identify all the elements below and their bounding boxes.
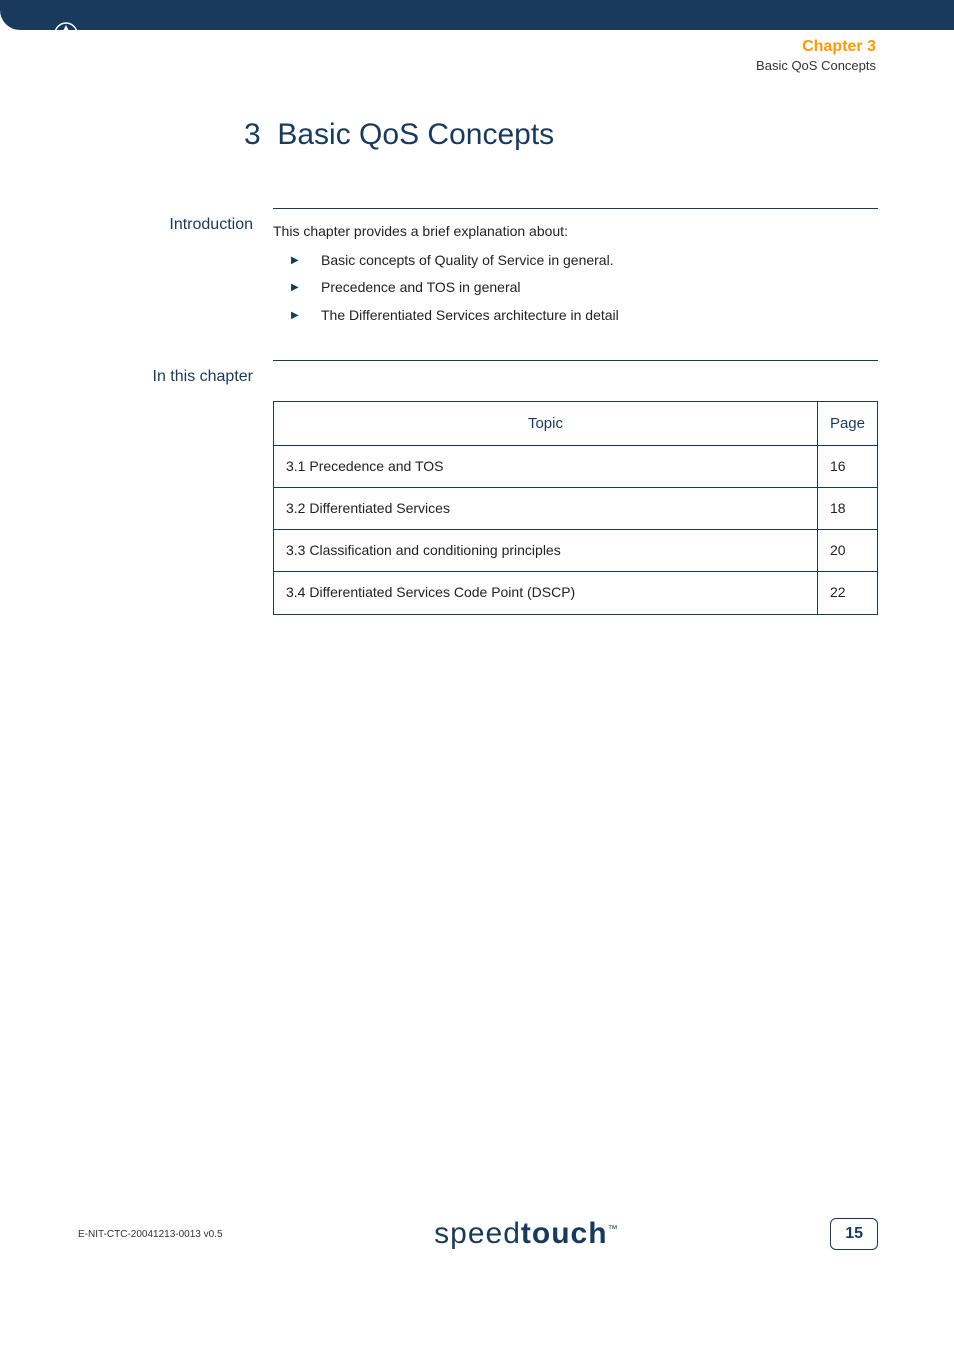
footer-brand-bold: touch xyxy=(521,1217,608,1250)
toc-topic: 3.4 Differentiated Services Code Point (… xyxy=(274,572,818,614)
chapter-title-text: Basic QoS Concepts xyxy=(277,118,554,151)
toc-page: 20 xyxy=(817,530,877,572)
intro-bullet-list: Basic concepts of Quality of Service in … xyxy=(273,248,878,328)
footer-page-number: 15 xyxy=(830,1218,878,1250)
chapter-subtitle: Basic QoS Concepts xyxy=(756,58,876,73)
toc-col-topic: Topic xyxy=(274,401,818,445)
toc-content: Topic Page 3.1 Precedence and TOS 16 3.2… xyxy=(273,360,878,615)
toc-page: 16 xyxy=(817,445,877,487)
toc-label: In this chapter xyxy=(78,360,273,615)
toc-topic: 3.2 Differentiated Services xyxy=(274,487,818,529)
page-footer: E-NIT-CTC-20041213-0013 v0.5 speedtouch™… xyxy=(78,1217,878,1251)
footer-brand-tm: ™ xyxy=(608,1224,619,1235)
intro-label: Introduction xyxy=(78,208,273,330)
toc-header-row: Topic Page xyxy=(274,401,878,445)
chapter-number: 3 xyxy=(244,118,261,151)
brand-logo-text: THOMSON xyxy=(28,51,103,67)
toc-topic: 3.1 Precedence and TOS xyxy=(274,445,818,487)
toc-page: 18 xyxy=(817,487,877,529)
thomson-icon xyxy=(54,22,78,46)
chapter-label: Chapter 3 xyxy=(756,38,876,56)
intro-content: This chapter provides a brief explanatio… xyxy=(273,208,878,330)
intro-bullet: Basic concepts of Quality of Service in … xyxy=(291,248,878,273)
header-chapter-block: Chapter 3 Basic QoS Concepts xyxy=(756,38,876,73)
toc-topic: 3.3 Classification and conditioning prin… xyxy=(274,530,818,572)
footer-docid: E-NIT-CTC-20041213-0013 v0.5 xyxy=(78,1229,223,1240)
intro-section: Introduction This chapter provides a bri… xyxy=(78,208,878,330)
toc-row[interactable]: 3.3 Classification and conditioning prin… xyxy=(274,530,878,572)
toc-page: 22 xyxy=(817,572,877,614)
toc-col-page: Page xyxy=(817,401,877,445)
brand-logo: THOMSON xyxy=(28,22,103,67)
toc-table: Topic Page 3.1 Precedence and TOS 16 3.2… xyxy=(273,401,878,615)
toc-row[interactable]: 3.1 Precedence and TOS 16 xyxy=(274,445,878,487)
intro-bullet: The Differentiated Services architecture… xyxy=(291,303,878,328)
chapter-title: 3 Basic QoS Concepts xyxy=(244,118,878,152)
intro-lead: This chapter provides a brief explanatio… xyxy=(273,219,878,244)
toc-section: In this chapter Topic Page 3.1 Precedenc… xyxy=(78,360,878,615)
intro-bullet: Precedence and TOS in general xyxy=(291,275,878,300)
footer-brand: speedtouch™ xyxy=(434,1217,618,1251)
page-body: 3 Basic QoS Concepts Introduction This c… xyxy=(78,118,878,645)
header-bar xyxy=(0,0,954,30)
toc-row[interactable]: 3.4 Differentiated Services Code Point (… xyxy=(274,572,878,614)
footer-brand-light: speed xyxy=(434,1217,521,1250)
toc-row[interactable]: 3.2 Differentiated Services 18 xyxy=(274,487,878,529)
